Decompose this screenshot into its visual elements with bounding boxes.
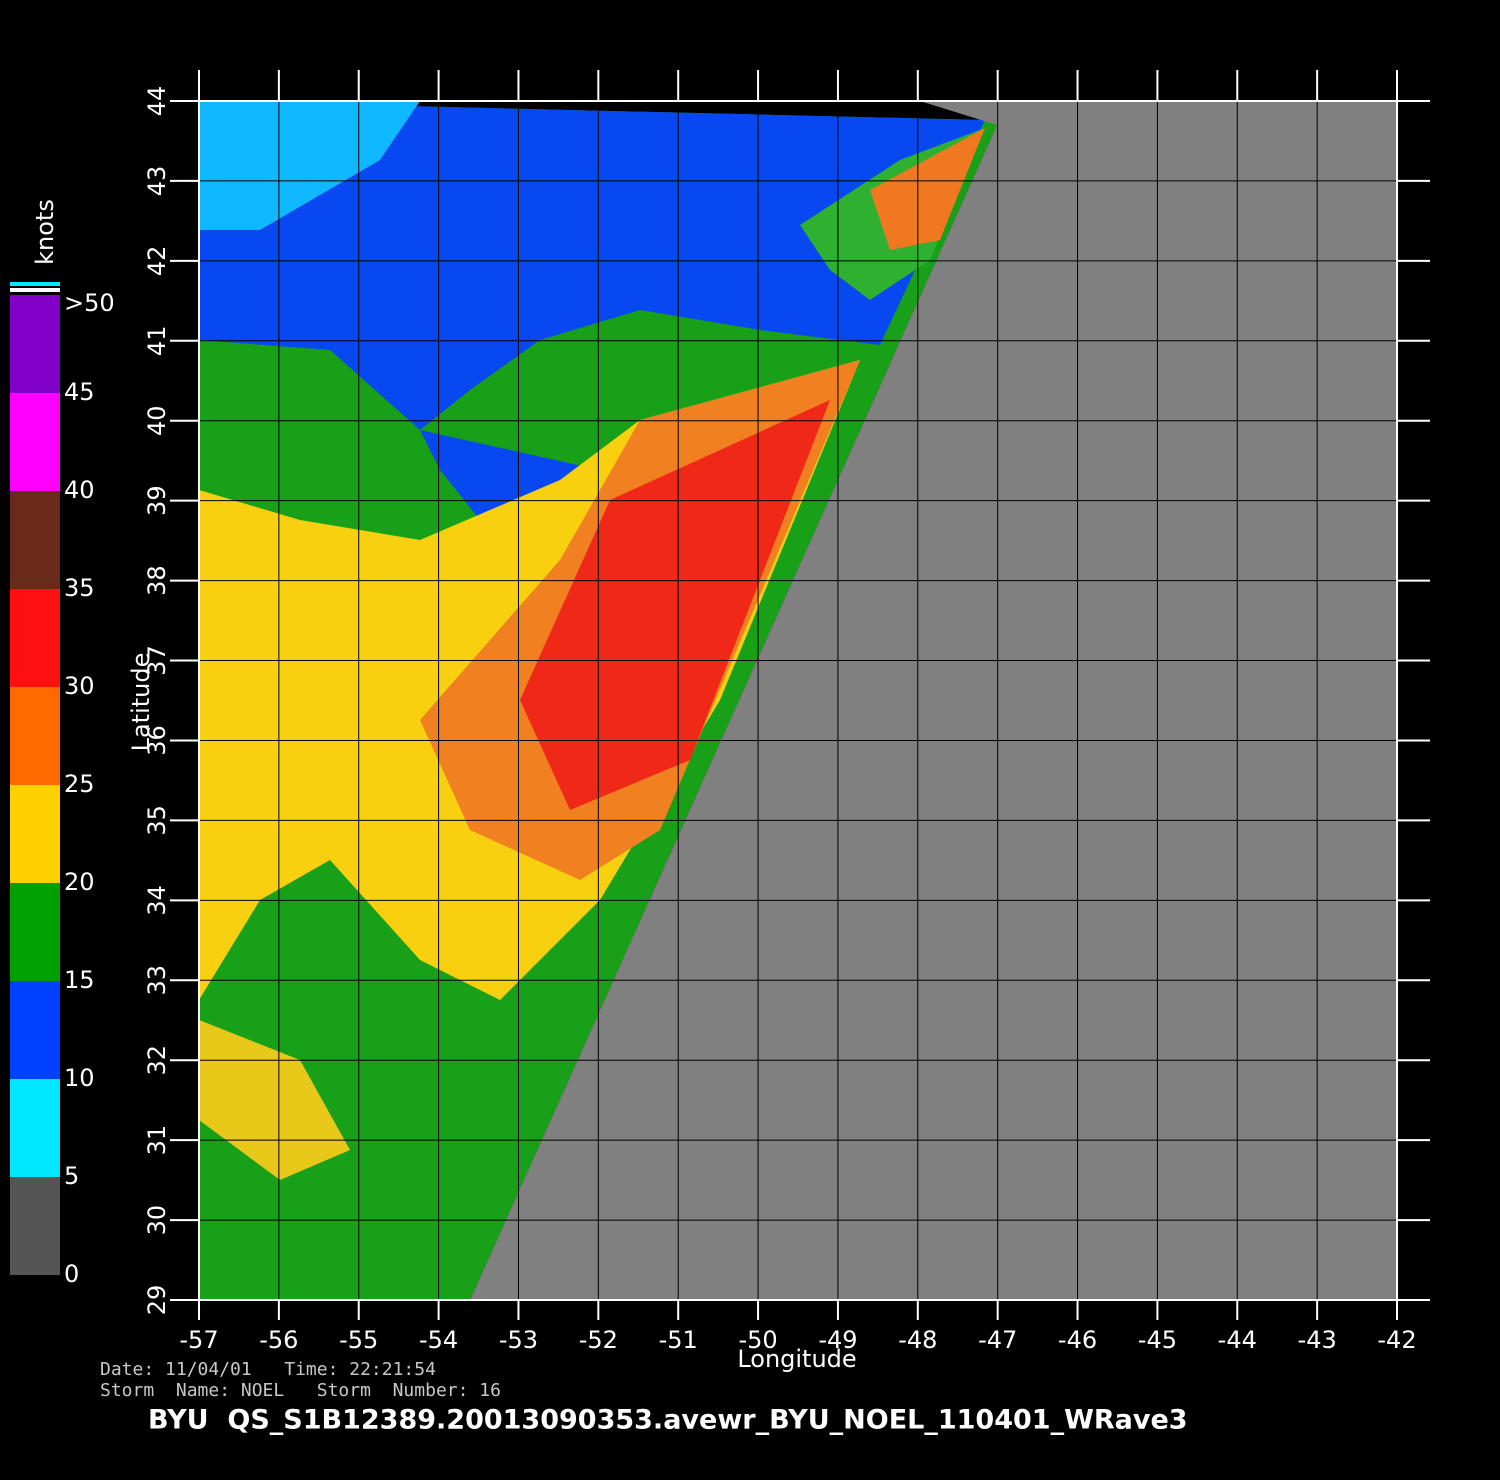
colorbar-unit: knots: [31, 199, 59, 265]
y-tick-label: 34: [143, 885, 171, 916]
colorbar-segment: [10, 491, 60, 589]
colorbar-segment: [10, 785, 60, 883]
y-tick-label: 40: [143, 405, 171, 436]
footer-storm: Storm Name: NOEL Storm Number: 16: [100, 1380, 501, 1401]
wind-field: [199, 101, 1397, 1300]
y-tick-label: 35: [143, 805, 171, 836]
x-tick-label: -55: [339, 1326, 378, 1354]
x-tick-label: -44: [1218, 1326, 1257, 1354]
colorbar-segment: [10, 393, 60, 491]
y-tick-label: 41: [143, 326, 171, 357]
colorbar-top-label: >50: [64, 289, 115, 317]
x-tick-label: -53: [499, 1326, 538, 1354]
colorbar-tick-label: 30: [64, 672, 95, 700]
y-tick-label: 39: [143, 485, 171, 516]
colorbar-segment: [10, 1079, 60, 1177]
x-tick-label: -50: [738, 1326, 777, 1354]
colorbar-segment: [10, 1177, 60, 1275]
colorbar-tick-label: 40: [64, 476, 95, 504]
colorbar-tick-label: 35: [64, 574, 95, 602]
colorbar-segment: [10, 883, 60, 981]
y-tick-label: 30: [143, 1205, 171, 1236]
colorbar-segment: [10, 687, 60, 785]
colorbar-segment: [10, 589, 60, 687]
y-axis-label: Latitude: [127, 653, 155, 752]
x-tick-label: -49: [818, 1326, 857, 1354]
low-wind-area: [199, 101, 985, 430]
colorbar: 0 5 10 15 20 25 30 35 40 45: [10, 282, 95, 1288]
colorbar-tick-label: 10: [64, 1064, 95, 1092]
y-tick-label: 44: [143, 86, 171, 117]
x-tick-label: -42: [1377, 1326, 1416, 1354]
y-tick-label: 32: [143, 1045, 171, 1076]
colorbar-segment: [10, 295, 60, 393]
x-tick-label: -43: [1298, 1326, 1337, 1354]
colorbar-tick-label: 15: [64, 966, 95, 994]
y-tick-label: 42: [143, 246, 171, 277]
x-tick-label: -57: [179, 1326, 218, 1354]
x-tick-label: -56: [259, 1326, 298, 1354]
x-tick-label: -54: [419, 1326, 458, 1354]
colorbar-tick-label: 20: [64, 868, 95, 896]
x-tick-label: -47: [978, 1326, 1017, 1354]
colorbar-cap: [10, 288, 60, 292]
x-tick-label: -48: [898, 1326, 937, 1354]
x-tick-label: -45: [1138, 1326, 1177, 1354]
colorbar-segment: [10, 981, 60, 1079]
high-wind-area: [520, 400, 830, 810]
y-tick-label: 38: [143, 565, 171, 596]
x-axis-label: Longitude: [737, 1345, 856, 1373]
y-tick-label: 33: [143, 965, 171, 996]
colorbar-cap: [10, 282, 60, 286]
footer-date: Date: 11/04/01 Time: 22:21:54: [100, 1359, 436, 1380]
high-wind-area: [870, 128, 985, 250]
y-tick-label: 36: [143, 725, 171, 756]
y-tick-label: 37: [143, 645, 171, 676]
x-tick-label: -51: [659, 1326, 698, 1354]
colorbar-tick-label: 5: [64, 1162, 79, 1190]
x-tick-label: -46: [1058, 1326, 1097, 1354]
low-wind-area: [199, 101, 420, 230]
colorbar-tick-label: 25: [64, 770, 95, 798]
plot-frame: [198, 100, 1398, 1301]
no-data-area: [470, 101, 1397, 1300]
y-tick-label: 31: [143, 1125, 171, 1156]
footer-file: BYU QS_S1B12389.20013090353.avewr_BYU_NO…: [148, 1405, 1188, 1436]
x-tick-label: -52: [579, 1326, 618, 1354]
y-tick-label: 29: [143, 1285, 171, 1316]
y-tick-label: 43: [143, 166, 171, 197]
colorbar-tick-label: 45: [64, 378, 95, 406]
colorbar-tick-label: 0: [64, 1260, 79, 1288]
